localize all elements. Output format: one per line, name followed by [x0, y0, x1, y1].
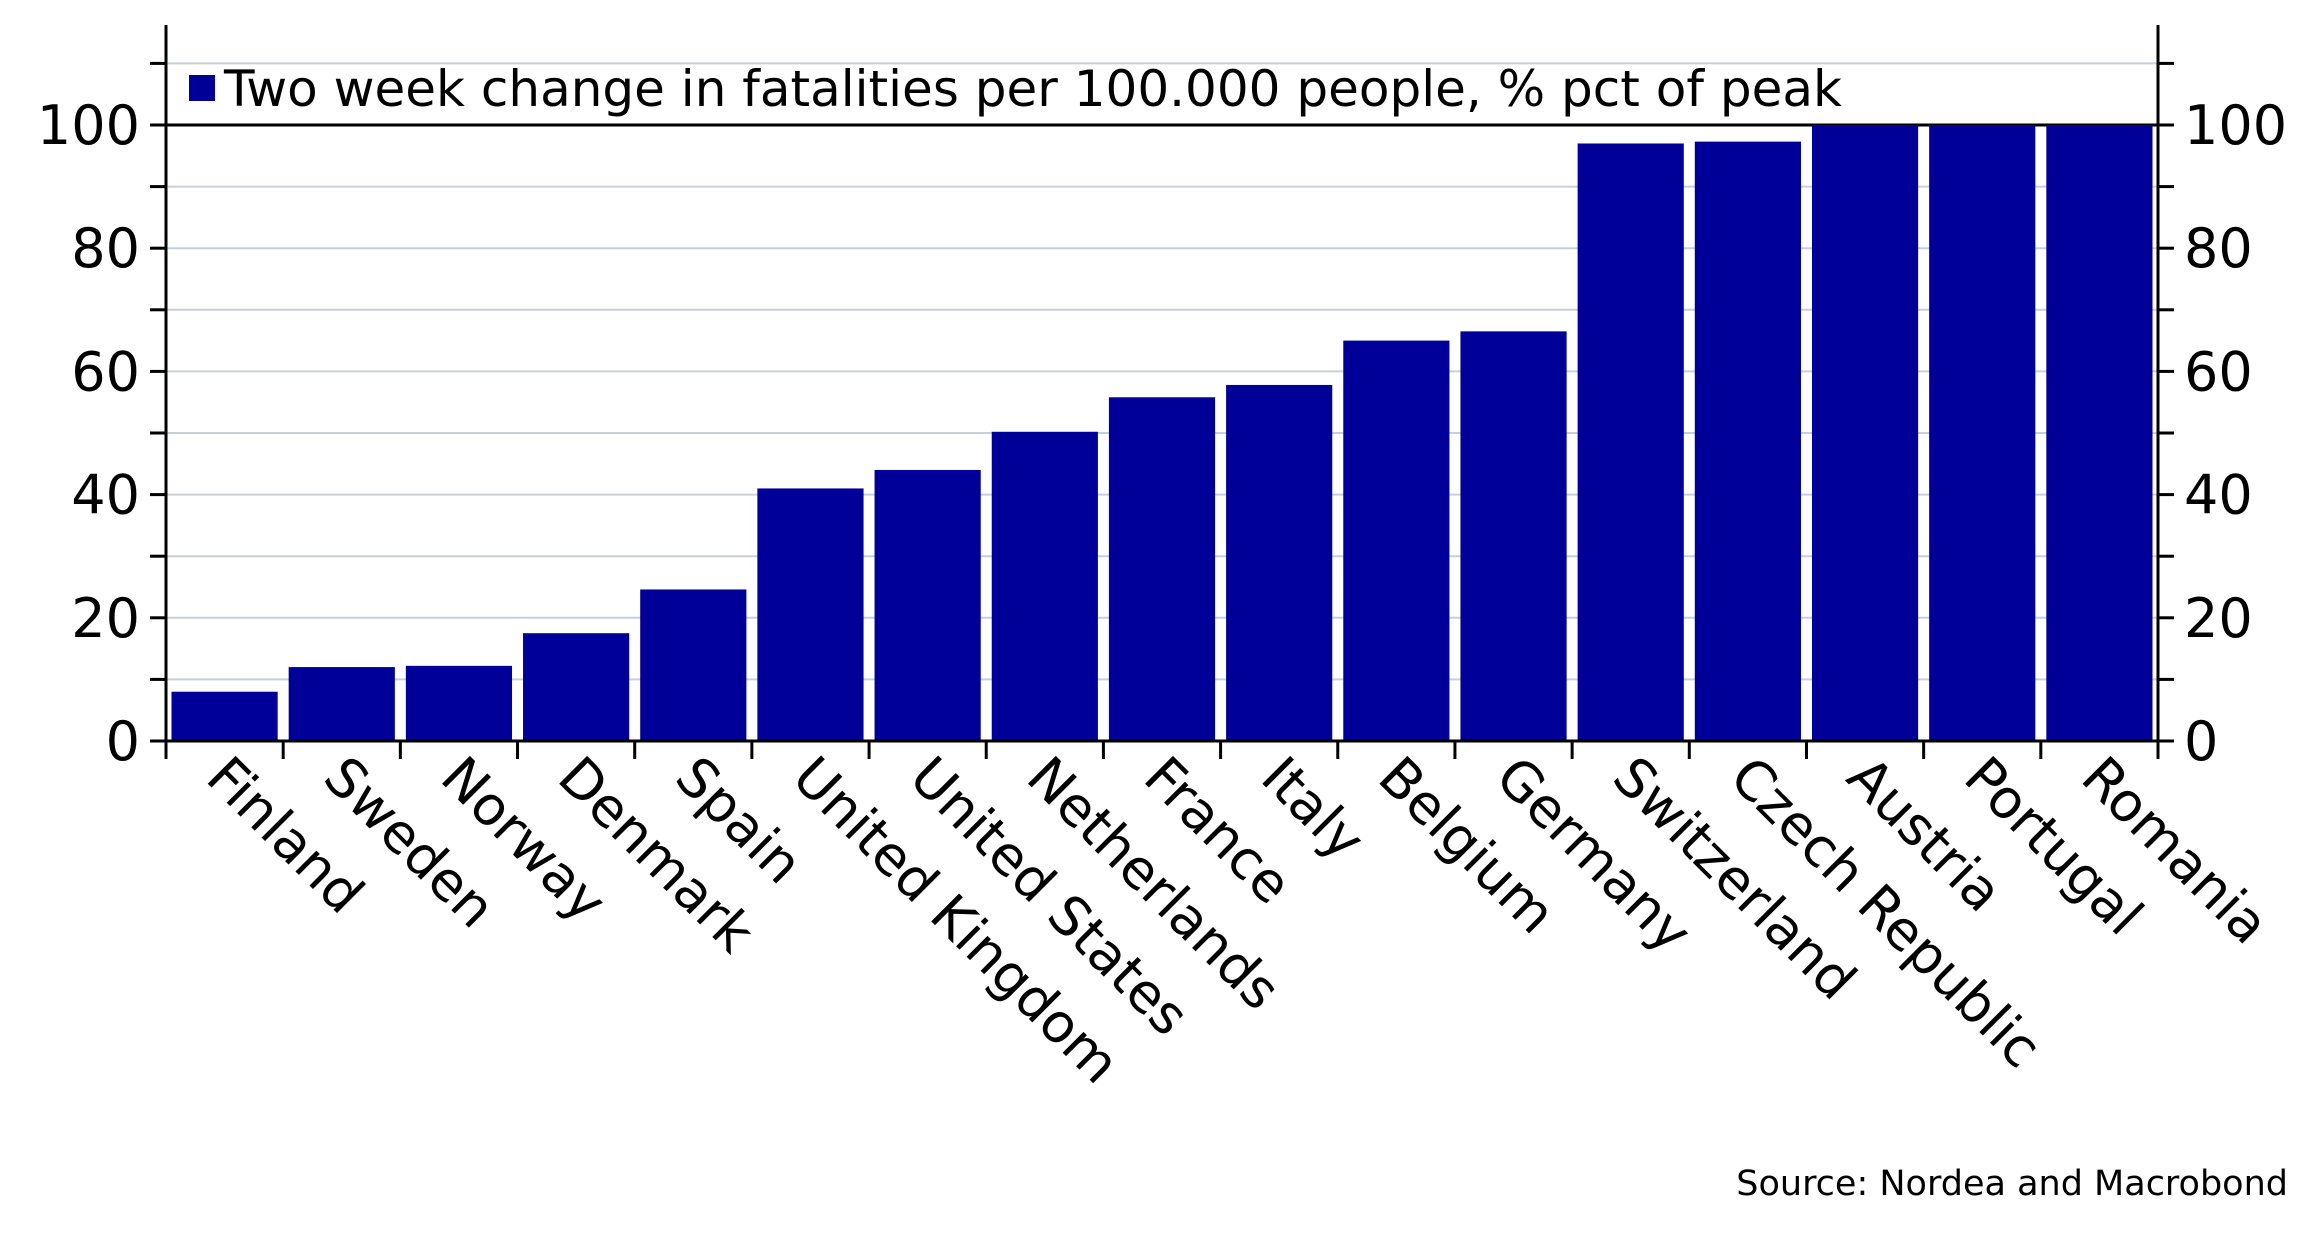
y-tick-label-left: 60 [71, 340, 140, 403]
bar-belgium [1343, 340, 1450, 741]
legend-swatch [189, 75, 215, 101]
bar-czech-republic [1694, 141, 1801, 741]
y-axis-right-ticks: 0 20 40 60 80 100 [2184, 94, 2287, 773]
bar-spain [640, 589, 747, 741]
y-tick-label-left: 40 [71, 464, 140, 527]
y-tick-label-right: 0 [2184, 710, 2218, 773]
y-tick-label-right: 80 [2184, 217, 2253, 280]
bar-portugal [1929, 125, 2036, 741]
bar-united-kingdom [757, 488, 864, 741]
axes [150, 25, 2174, 759]
bar-finland [171, 691, 278, 741]
y-tick-label-left: 80 [71, 217, 140, 280]
y-tick-label-left: 20 [71, 587, 140, 650]
legend: Two week change in fatalities per 100.00… [189, 60, 1842, 118]
y-tick-label-left: 100 [37, 94, 140, 157]
y-tick-label-right: 20 [2184, 587, 2253, 650]
source-note: Source: Nordea and Macrobond [1736, 1164, 2288, 1204]
y-tick-label-left: 0 [106, 710, 140, 773]
y-axis-left-ticks: 0 20 40 60 80 100 [37, 94, 140, 773]
bar-sweden [288, 667, 395, 741]
bar-france [1108, 397, 1216, 741]
y-tick-label-right: 60 [2184, 340, 2253, 403]
bar-italy [1226, 384, 1333, 741]
bar-netherlands [991, 431, 1098, 741]
bar-switzerland [1577, 143, 1684, 742]
bars [171, 125, 2153, 742]
bar-austria [1811, 125, 1919, 741]
bar-united-states [874, 469, 981, 741]
bar-denmark [523, 633, 630, 741]
y-tick-label-right: 100 [2184, 94, 2287, 157]
y-tick-label-right: 40 [2184, 464, 2253, 527]
bar-romania [2046, 125, 2153, 741]
legend-label: Two week change in fatalities per 100.00… [223, 60, 1842, 118]
bar-norway [405, 665, 513, 741]
bar-germany [1460, 331, 1567, 741]
